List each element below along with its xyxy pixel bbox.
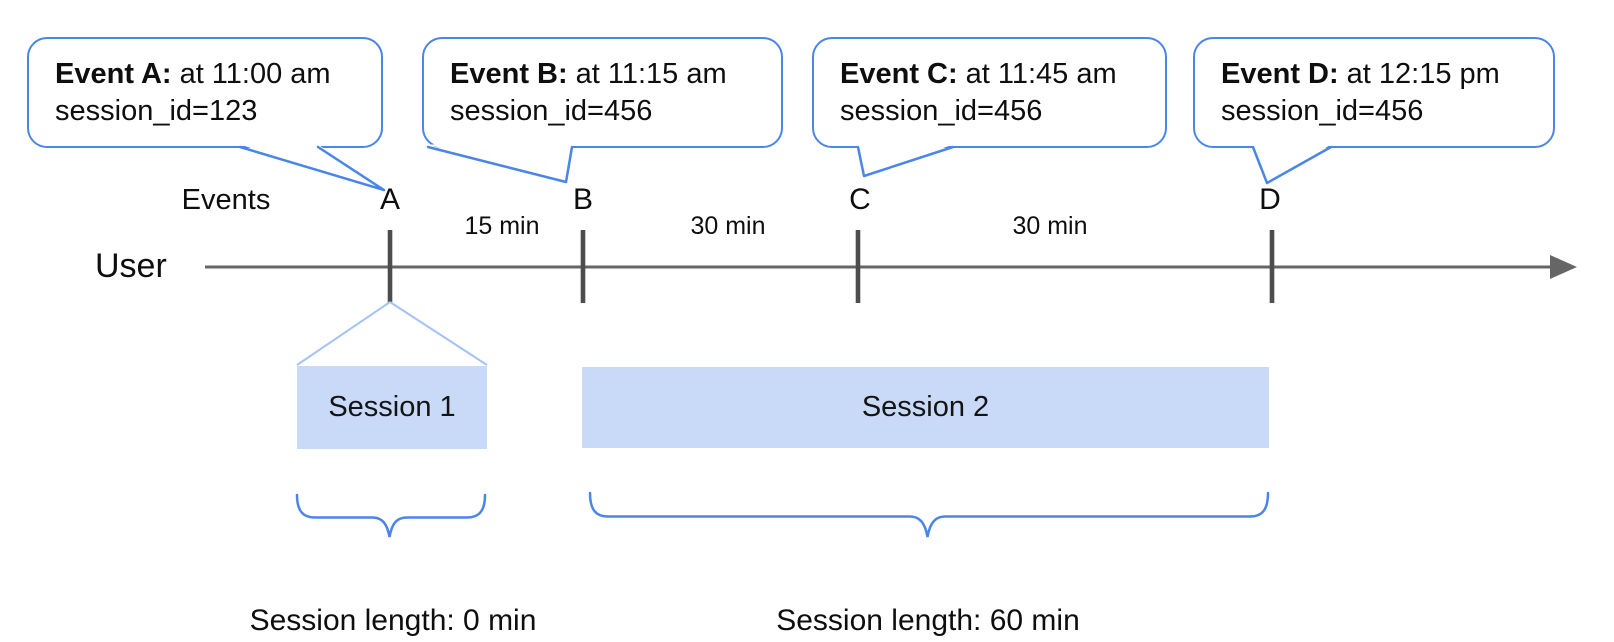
event-a-time: at 11:00 am [179,57,331,90]
event-tick-d [1269,230,1275,303]
event-b-title: Event B: [450,57,568,90]
session-2-length-label: Session length: 60 min [776,604,1080,637]
timeline-arrowhead-icon [1550,255,1577,279]
event-d-session-id: session_id=456 [1221,94,1424,127]
event-b-callout-line1: Event B: at 11:15 am [450,56,763,93]
event-a-title: Event A: [55,57,172,90]
event-b-callout: Event B: at 11:15 am session_id=456 [422,37,783,148]
event-b-session-id: session_id=456 [450,94,653,127]
event-c-time: at 11:45 am [965,57,1117,90]
event-a-callout: Event A: at 11:00 am session_id=123 [27,37,383,148]
session-1-label: Session 1 [328,391,456,423]
event-c-callout: Event C: at 11:45 am session_id=456 [812,37,1167,148]
session-2-box: Session 2 [582,367,1269,448]
callout-d-tail-mask [1253,144,1331,183]
event-d-callout: Event D: at 12:15 pm session_id=456 [1193,37,1555,148]
session-2-brace [588,491,1270,538]
event-label-b: B [572,183,594,216]
session-2-label: Session 2 [861,391,990,423]
events-axis-label: Events [181,184,271,216]
event-a-callout-line1: Event A: at 11:00 am [55,56,363,93]
session-1-box: Session 1 [297,366,487,449]
event-a-session-id: session_id=123 [55,94,258,127]
callout-b-tail-mask [428,144,572,182]
callout-b-tail [426,145,574,184]
event-d-time: at 12:15 pm [1346,57,1500,90]
event-d-callout-line1: Event D: at 12:15 pm [1221,56,1535,93]
session-1-funnel-lines [296,301,488,366]
callout-c-tail [856,145,955,178]
event-tick-c [855,230,861,303]
event-label-d: D [1259,183,1281,216]
interval-a-b-label: 15 min [464,212,540,240]
callout-d-tail [1251,145,1333,185]
event-label-c: C [849,183,871,216]
event-tick-b [580,230,586,303]
interval-c-d-label: 30 min [1012,212,1088,240]
event-b-time: at 11:15 am [575,57,727,90]
event-d-title: Event D: [1221,57,1339,90]
user-axis-label: User [95,247,167,285]
callout-c-tail-mask [858,144,953,176]
event-c-callout-line1: Event C: at 11:45 am [840,56,1147,93]
interval-b-c-label: 30 min [690,212,766,240]
event-c-session-id: session_id=456 [840,94,1043,127]
event-c-title: Event C: [840,57,958,90]
event-label-a: A [379,183,401,216]
event-tick-a [387,230,393,303]
session-1-length-label: Session length: 0 min [249,604,537,637]
session-1-brace [295,493,487,538]
